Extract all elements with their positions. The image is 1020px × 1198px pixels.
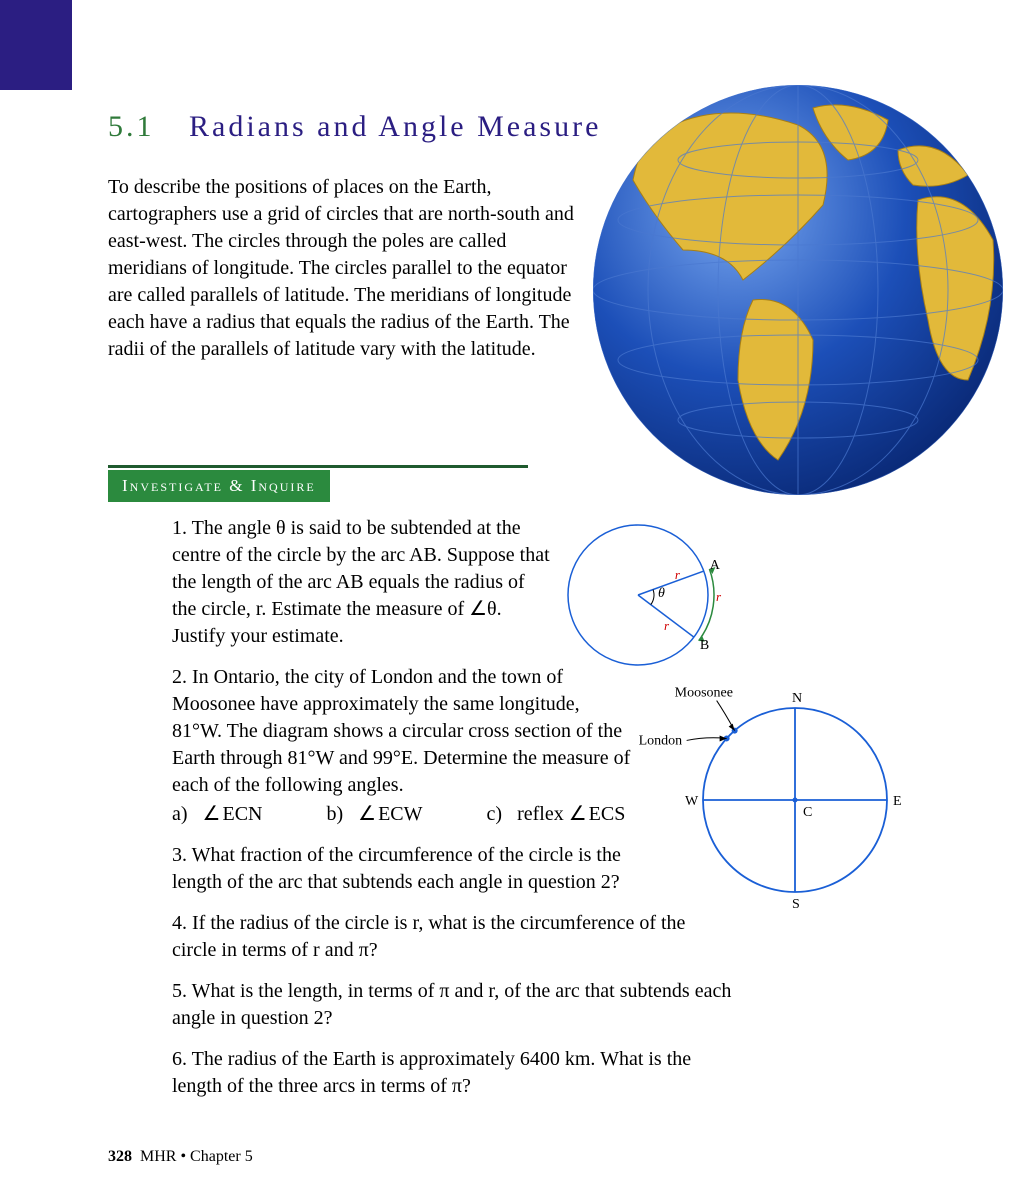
corner-tab [0,0,72,90]
q4-body: If the radius of the circle is r, what i… [172,912,685,961]
question-2-subs: a) ECN b) ECW c) reflex ECS [172,801,632,828]
svg-text:B: B [700,638,709,653]
svg-text:E: E [893,794,902,809]
svg-text:N: N [792,691,802,706]
q5-num: 5. [172,980,187,1002]
svg-text:Moosonee: Moosonee [675,686,733,701]
q4-num: 4. [172,912,187,934]
question-1: 1. The angle θ is said to be subtended a… [172,515,942,650]
banner-rule [108,465,528,468]
question-1-text: 1. The angle θ is said to be subtended a… [172,515,552,650]
svg-text:W: W [685,794,699,809]
textbook-page: 5.1 Radians and Angle Measure To describ… [0,0,1020,1198]
earth-cross-section-diagram: N S W E C Moosonee London [635,680,925,910]
q1-num: 1. [172,517,187,539]
question-4: 4. If the radius of the circle is r, wha… [172,910,942,964]
footer-label: MHR • Chapter 5 [140,1148,253,1165]
q2b: b) ECW [326,801,422,828]
svg-text:C: C [803,805,812,820]
svg-text:r: r [664,618,670,633]
globe-illustration [588,80,1008,500]
q2c: c) reflex ECS [487,801,626,828]
q6-num: 6. [172,1048,187,1070]
q3-body: What fraction of the circumference of th… [172,844,621,893]
page-number: 328 [108,1148,132,1165]
q1-body: The angle θ is said to be subtended at t… [172,517,550,647]
investigate-banner: Investigate & Inquire [108,465,528,502]
q2a: a) ECN [172,801,262,828]
page-footer: 328 MHR • Chapter 5 [108,1148,253,1166]
q2-body: In Ontario, the city of London and the t… [172,666,630,796]
banner-label: Investigate & Inquire [108,470,330,502]
section-title: Radians and Angle Measure [189,110,601,143]
intro-paragraph: To describe the positions of places on t… [108,174,580,363]
q2-num: 2. [172,666,187,688]
svg-text:A: A [710,558,721,573]
section-heading: 5.1 Radians and Angle Measure [108,110,601,144]
svg-text:S: S [792,897,800,910]
circle-theta-diagram: ABθrrr [560,510,730,680]
svg-text:London: London [639,733,683,748]
svg-text:r: r [716,589,722,604]
question-2-text: 2. In Ontario, the city of London and th… [172,664,632,799]
q5-body: What is the length, in terms of π and r,… [172,980,731,1029]
q6-body: The radius of the Earth is approximately… [172,1048,691,1097]
question-6: 6. The radius of the Earth is approximat… [172,1046,942,1100]
q3-num: 3. [172,844,187,866]
question-5: 5. What is the length, in terms of π and… [172,978,942,1032]
section-number: 5.1 [108,110,155,143]
svg-text:θ: θ [658,586,665,601]
